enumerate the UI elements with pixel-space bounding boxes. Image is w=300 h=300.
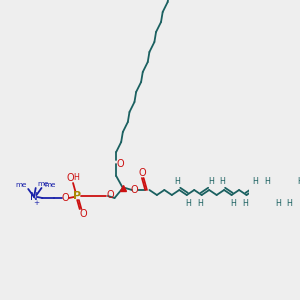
Text: H: H	[275, 199, 281, 208]
Text: me: me	[38, 181, 49, 187]
Text: O: O	[79, 209, 87, 219]
Text: O: O	[139, 168, 147, 178]
Text: H: H	[197, 199, 203, 208]
Text: H: H	[175, 178, 181, 187]
Text: H: H	[264, 178, 270, 187]
Text: me: me	[15, 182, 27, 188]
Text: H: H	[287, 199, 292, 208]
Text: +: +	[34, 200, 40, 206]
Text: O: O	[131, 185, 138, 195]
Text: H: H	[242, 199, 248, 208]
Text: H: H	[208, 178, 214, 187]
Text: P: P	[73, 191, 81, 201]
Text: O: O	[67, 173, 74, 183]
Text: O: O	[116, 159, 124, 169]
Text: H: H	[253, 178, 259, 187]
Text: O: O	[106, 190, 114, 200]
Text: me: me	[44, 182, 56, 188]
Text: N: N	[30, 192, 38, 202]
Text: H: H	[185, 199, 191, 208]
Text: H: H	[230, 199, 236, 208]
Text: H: H	[220, 178, 225, 187]
Text: H: H	[74, 172, 79, 182]
Text: H: H	[298, 178, 300, 187]
Text: O: O	[62, 193, 69, 203]
